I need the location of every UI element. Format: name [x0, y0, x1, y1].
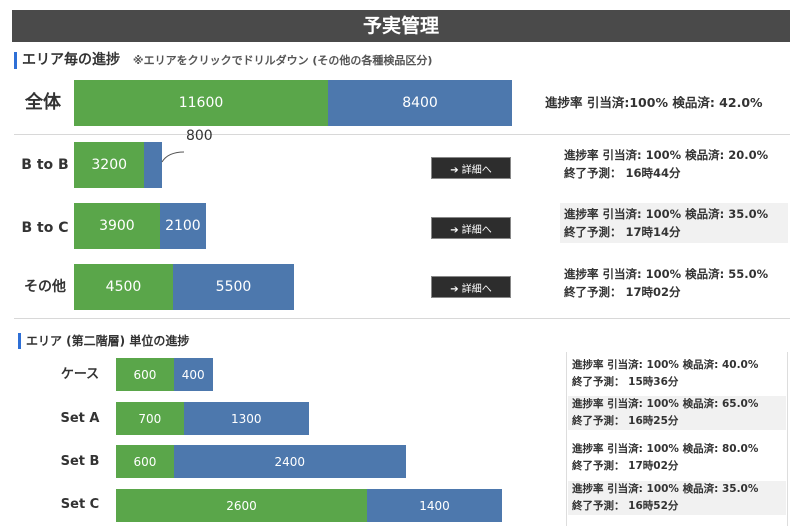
info-forecast: 終了予測： 16時44分 — [564, 166, 681, 180]
bar-segment-remaining[interactable]: 5500 — [173, 264, 294, 310]
bar-segment-remaining[interactable]: 8400 — [328, 80, 512, 126]
info-progress: 進捗率 引当済: 100% 検品済: 35.0% — [564, 207, 769, 221]
bar-segment-remaining[interactable]: 400 — [173, 358, 213, 391]
info-progress: 進捗率 引当済: 100% 検品済: 35.0% — [572, 483, 759, 495]
total-label[interactable]: 全体 — [25, 92, 61, 113]
bar-segment-remaining[interactable]: 1300 — [183, 402, 310, 435]
data-label: 3200 — [91, 157, 128, 173]
info-progress: 進捗率 引当済: 100% 検品済: 40.0% — [572, 359, 759, 371]
bar-segment-done[interactable]: 3900 — [74, 203, 160, 249]
data-label: 4500 — [105, 279, 142, 295]
bar-segment-done[interactable]: 600 — [116, 445, 174, 478]
bar-segment-done[interactable]: 2600 — [116, 489, 367, 522]
divider — [14, 318, 790, 319]
info-progress: 進捗率 引当済: 100% 検品済: 80.0% — [572, 443, 759, 455]
info-progress: 進捗率 引当済: 100% 検品済: 20.0% — [564, 148, 769, 162]
subarea-label-seta[interactable]: Set A — [60, 411, 100, 426]
info-forecast: 終了予測： 17時14分 — [564, 225, 681, 239]
info-forecast: 終了予測： 16時52分 — [572, 500, 679, 512]
data-label: 1300 — [231, 411, 262, 426]
area-info-btob: 進捗率 引当済: 100% 検品済: 20.0% 終了予測： 16時44分 — [560, 146, 788, 182]
data-label: 5500 — [215, 279, 252, 295]
info-forecast: 終了予測： 15時36分 — [572, 376, 679, 388]
subarea-info-seta: 進捗率 引当済: 100% 検品済: 65.0% 終了予測： 16時25分 — [568, 396, 786, 430]
area-info-btoc: 進捗率 引当済: 100% 検品済: 35.0% 終了予測： 17時14分 — [560, 203, 788, 243]
subarea-label-case[interactable]: ケース — [60, 367, 100, 382]
bar-segment-done[interactable]: 700 — [116, 402, 184, 435]
detail-button-other[interactable]: ➔ 詳細へ — [431, 276, 511, 298]
bar-segment-remaining[interactable]: 1400 — [366, 489, 503, 522]
subarea-info-setb: 進捗率 引当済: 100% 検品済: 80.0% 終了予測： 17時02分 — [572, 441, 758, 475]
subarea-label-setb[interactable]: Set B — [60, 454, 100, 469]
data-label: 600 — [133, 454, 157, 469]
area-label-btoc[interactable]: B to C — [21, 220, 69, 236]
data-label: 2600 — [226, 498, 257, 513]
detail-button-btob[interactable]: ➔ 詳細へ — [431, 157, 511, 179]
info-forecast: 終了予測： 16時25分 — [572, 415, 679, 427]
data-label: 600 — [133, 367, 157, 382]
area-info-other: 進捗率 引当済: 100% 検品済: 55.0% 終了予測： 17時02分 — [560, 265, 788, 301]
area-bar-chart[interactable]: 3200 800 3900 2100 4500 5500 — [74, 128, 424, 315]
section-note: ※エリアをクリックでドリルダウン (その他の各種検品区分) — [132, 54, 433, 67]
bar-segment-remaining[interactable]: 2400 — [173, 445, 406, 478]
info-progress: 進捗率 引当済: 100% 検品済: 65.0% — [572, 398, 759, 410]
bar-segment-done[interactable]: 4500 — [74, 264, 173, 310]
bar-segment-done[interactable]: 11600 — [74, 80, 329, 126]
section-heading-subarea-progress: エリア (第二階層) 単位の進捗 — [18, 333, 189, 349]
page-title: 予実管理 — [12, 10, 790, 42]
data-label: 8400 — [402, 95, 438, 111]
data-label: 2100 — [165, 218, 201, 234]
info-forecast: 終了予測： 17時02分 — [564, 285, 681, 299]
subarea-info-panel — [566, 352, 788, 526]
total-info: 進捗率 引当済:100% 検品済: 42.0% — [545, 95, 763, 110]
total-bar-chart[interactable]: 11600 8400 — [74, 80, 534, 126]
divider — [14, 134, 790, 135]
data-label: 3900 — [99, 218, 135, 234]
area-label-btob[interactable]: B to B — [21, 157, 69, 173]
area-label-other[interactable]: その他 — [24, 279, 66, 295]
data-label: 1400 — [419, 498, 450, 513]
subarea-info-setc: 進捗率 引当済: 100% 検品済: 35.0% 終了予測： 16時52分 — [568, 481, 786, 515]
section-heading-text: エリア毎の進捗 — [22, 52, 120, 68]
bar-segment-remaining[interactable]: 2100 — [159, 203, 206, 249]
section-heading-area-progress: エリア毎の進捗 ※エリアをクリックでドリルダウン (その他の各種検品区分) — [14, 52, 432, 69]
bar-segment-done[interactable]: 3200 — [74, 142, 145, 188]
subarea-label-setc[interactable]: Set C — [60, 497, 100, 512]
data-label: 400 — [181, 367, 205, 382]
info-progress: 進捗率 引当済: 100% 検品済: 55.0% — [564, 267, 769, 281]
info-forecast: 終了予測： 17時02分 — [572, 460, 679, 472]
data-label: 2400 — [274, 454, 305, 469]
data-label: 700 — [138, 411, 162, 426]
subarea-bar-chart[interactable]: 600 400 700 1300 600 2400 2600 1400 — [116, 350, 516, 526]
data-label: 11600 — [178, 95, 224, 111]
data-label: 800 — [185, 128, 213, 144]
callout-leader-line — [161, 151, 185, 163]
subarea-info-case: 進捗率 引当済: 100% 検品済: 40.0% 終了予測： 15時36分 — [572, 357, 758, 391]
bar-segment-done[interactable]: 600 — [116, 358, 174, 391]
detail-button-btoc[interactable]: ➔ 詳細へ — [431, 217, 511, 239]
bar-segment-remaining[interactable]: 800 — [144, 128, 213, 188]
